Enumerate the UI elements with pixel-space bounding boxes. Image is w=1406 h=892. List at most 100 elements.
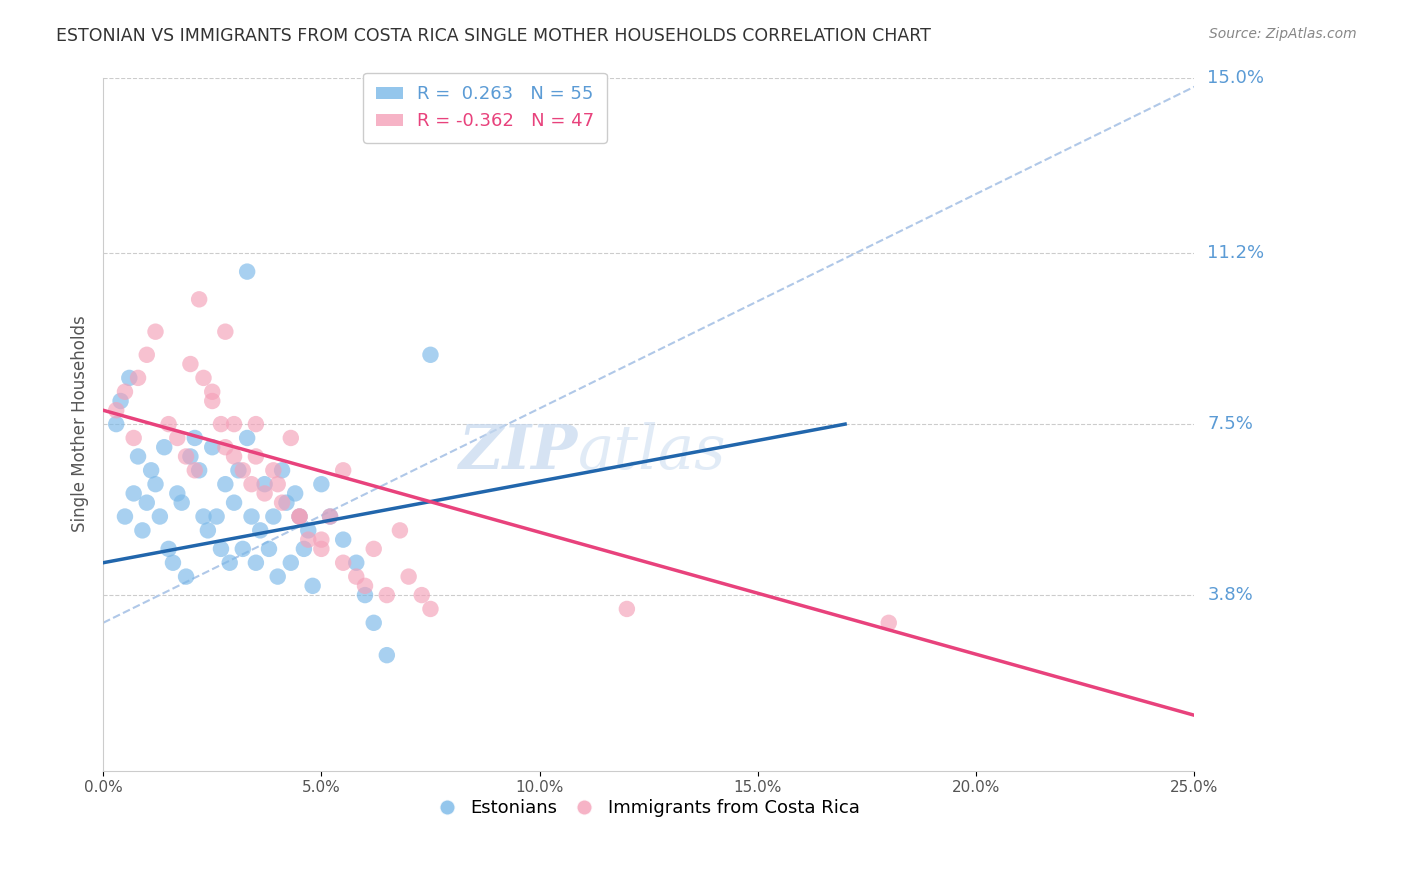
Point bbox=[232, 463, 254, 477]
Point bbox=[284, 486, 307, 500]
Point bbox=[157, 541, 180, 556]
Point bbox=[363, 541, 385, 556]
Point bbox=[292, 541, 315, 556]
Point bbox=[276, 496, 298, 510]
Point bbox=[222, 496, 245, 510]
Point bbox=[419, 602, 441, 616]
Point bbox=[267, 569, 290, 583]
Point bbox=[122, 431, 145, 445]
Point bbox=[105, 403, 128, 417]
Point bbox=[375, 648, 398, 662]
Text: ZIP: ZIP bbox=[458, 422, 578, 482]
Point bbox=[411, 588, 433, 602]
Point bbox=[205, 509, 228, 524]
Point bbox=[419, 348, 441, 362]
Point bbox=[139, 463, 162, 477]
Point bbox=[135, 348, 157, 362]
Point bbox=[214, 477, 236, 491]
Point bbox=[166, 431, 188, 445]
Point bbox=[153, 440, 176, 454]
Point bbox=[262, 463, 284, 477]
Point bbox=[188, 463, 211, 477]
Point bbox=[344, 556, 367, 570]
Point bbox=[257, 541, 280, 556]
Point bbox=[280, 431, 302, 445]
Point bbox=[193, 371, 215, 385]
Legend: Estonians, Immigrants from Costa Rica: Estonians, Immigrants from Costa Rica bbox=[430, 791, 868, 824]
Point bbox=[236, 431, 259, 445]
Point bbox=[145, 325, 167, 339]
Point bbox=[174, 450, 197, 464]
Point bbox=[280, 556, 302, 570]
Text: ESTONIAN VS IMMIGRANTS FROM COSTA RICA SINGLE MOTHER HOUSEHOLDS CORRELATION CHAR: ESTONIAN VS IMMIGRANTS FROM COSTA RICA S… bbox=[56, 27, 931, 45]
Point bbox=[197, 524, 219, 538]
Point bbox=[209, 541, 232, 556]
Text: 3.8%: 3.8% bbox=[1208, 586, 1253, 604]
Point bbox=[245, 450, 267, 464]
Point bbox=[214, 325, 236, 339]
Point bbox=[232, 541, 254, 556]
Text: 7.5%: 7.5% bbox=[1208, 415, 1253, 434]
Point bbox=[162, 556, 184, 570]
Point bbox=[240, 509, 263, 524]
Point bbox=[214, 440, 236, 454]
Point bbox=[332, 463, 354, 477]
Point bbox=[319, 509, 342, 524]
Point bbox=[174, 569, 197, 583]
Point bbox=[218, 556, 240, 570]
Point bbox=[319, 509, 342, 524]
Point bbox=[127, 371, 149, 385]
Point bbox=[201, 384, 224, 399]
Point bbox=[222, 417, 245, 431]
Point bbox=[288, 509, 311, 524]
Point bbox=[240, 477, 263, 491]
Point bbox=[236, 264, 259, 278]
Point bbox=[188, 293, 211, 307]
Text: 11.2%: 11.2% bbox=[1208, 244, 1264, 262]
Text: atlas: atlas bbox=[578, 422, 727, 482]
Point bbox=[118, 371, 141, 385]
Point bbox=[311, 541, 333, 556]
Point bbox=[157, 417, 180, 431]
Point bbox=[114, 509, 136, 524]
Point bbox=[201, 394, 224, 409]
Point bbox=[297, 524, 319, 538]
Text: Source: ZipAtlas.com: Source: ZipAtlas.com bbox=[1209, 27, 1357, 41]
Point bbox=[288, 509, 311, 524]
Point bbox=[354, 579, 377, 593]
Point bbox=[311, 477, 333, 491]
Point bbox=[228, 463, 250, 477]
Point bbox=[201, 440, 224, 454]
Point bbox=[135, 496, 157, 510]
Point bbox=[262, 509, 284, 524]
Point bbox=[877, 615, 900, 630]
Point bbox=[288, 509, 311, 524]
Point bbox=[253, 477, 276, 491]
Point bbox=[267, 477, 290, 491]
Point bbox=[301, 579, 323, 593]
Point bbox=[249, 524, 271, 538]
Point bbox=[332, 533, 354, 547]
Point bbox=[127, 450, 149, 464]
Point bbox=[209, 417, 232, 431]
Point bbox=[170, 496, 193, 510]
Point bbox=[388, 524, 411, 538]
Point bbox=[184, 463, 207, 477]
Point bbox=[122, 486, 145, 500]
Y-axis label: Single Mother Households: Single Mother Households bbox=[72, 316, 89, 533]
Point bbox=[184, 431, 207, 445]
Point bbox=[616, 602, 638, 616]
Point bbox=[332, 556, 354, 570]
Point bbox=[222, 450, 245, 464]
Point bbox=[131, 524, 153, 538]
Point bbox=[311, 533, 333, 547]
Point bbox=[245, 556, 267, 570]
Point bbox=[245, 417, 267, 431]
Point bbox=[114, 384, 136, 399]
Point bbox=[344, 569, 367, 583]
Point bbox=[375, 588, 398, 602]
Point bbox=[110, 394, 132, 409]
Point bbox=[271, 496, 294, 510]
Text: 15.0%: 15.0% bbox=[1208, 69, 1264, 87]
Point bbox=[166, 486, 188, 500]
